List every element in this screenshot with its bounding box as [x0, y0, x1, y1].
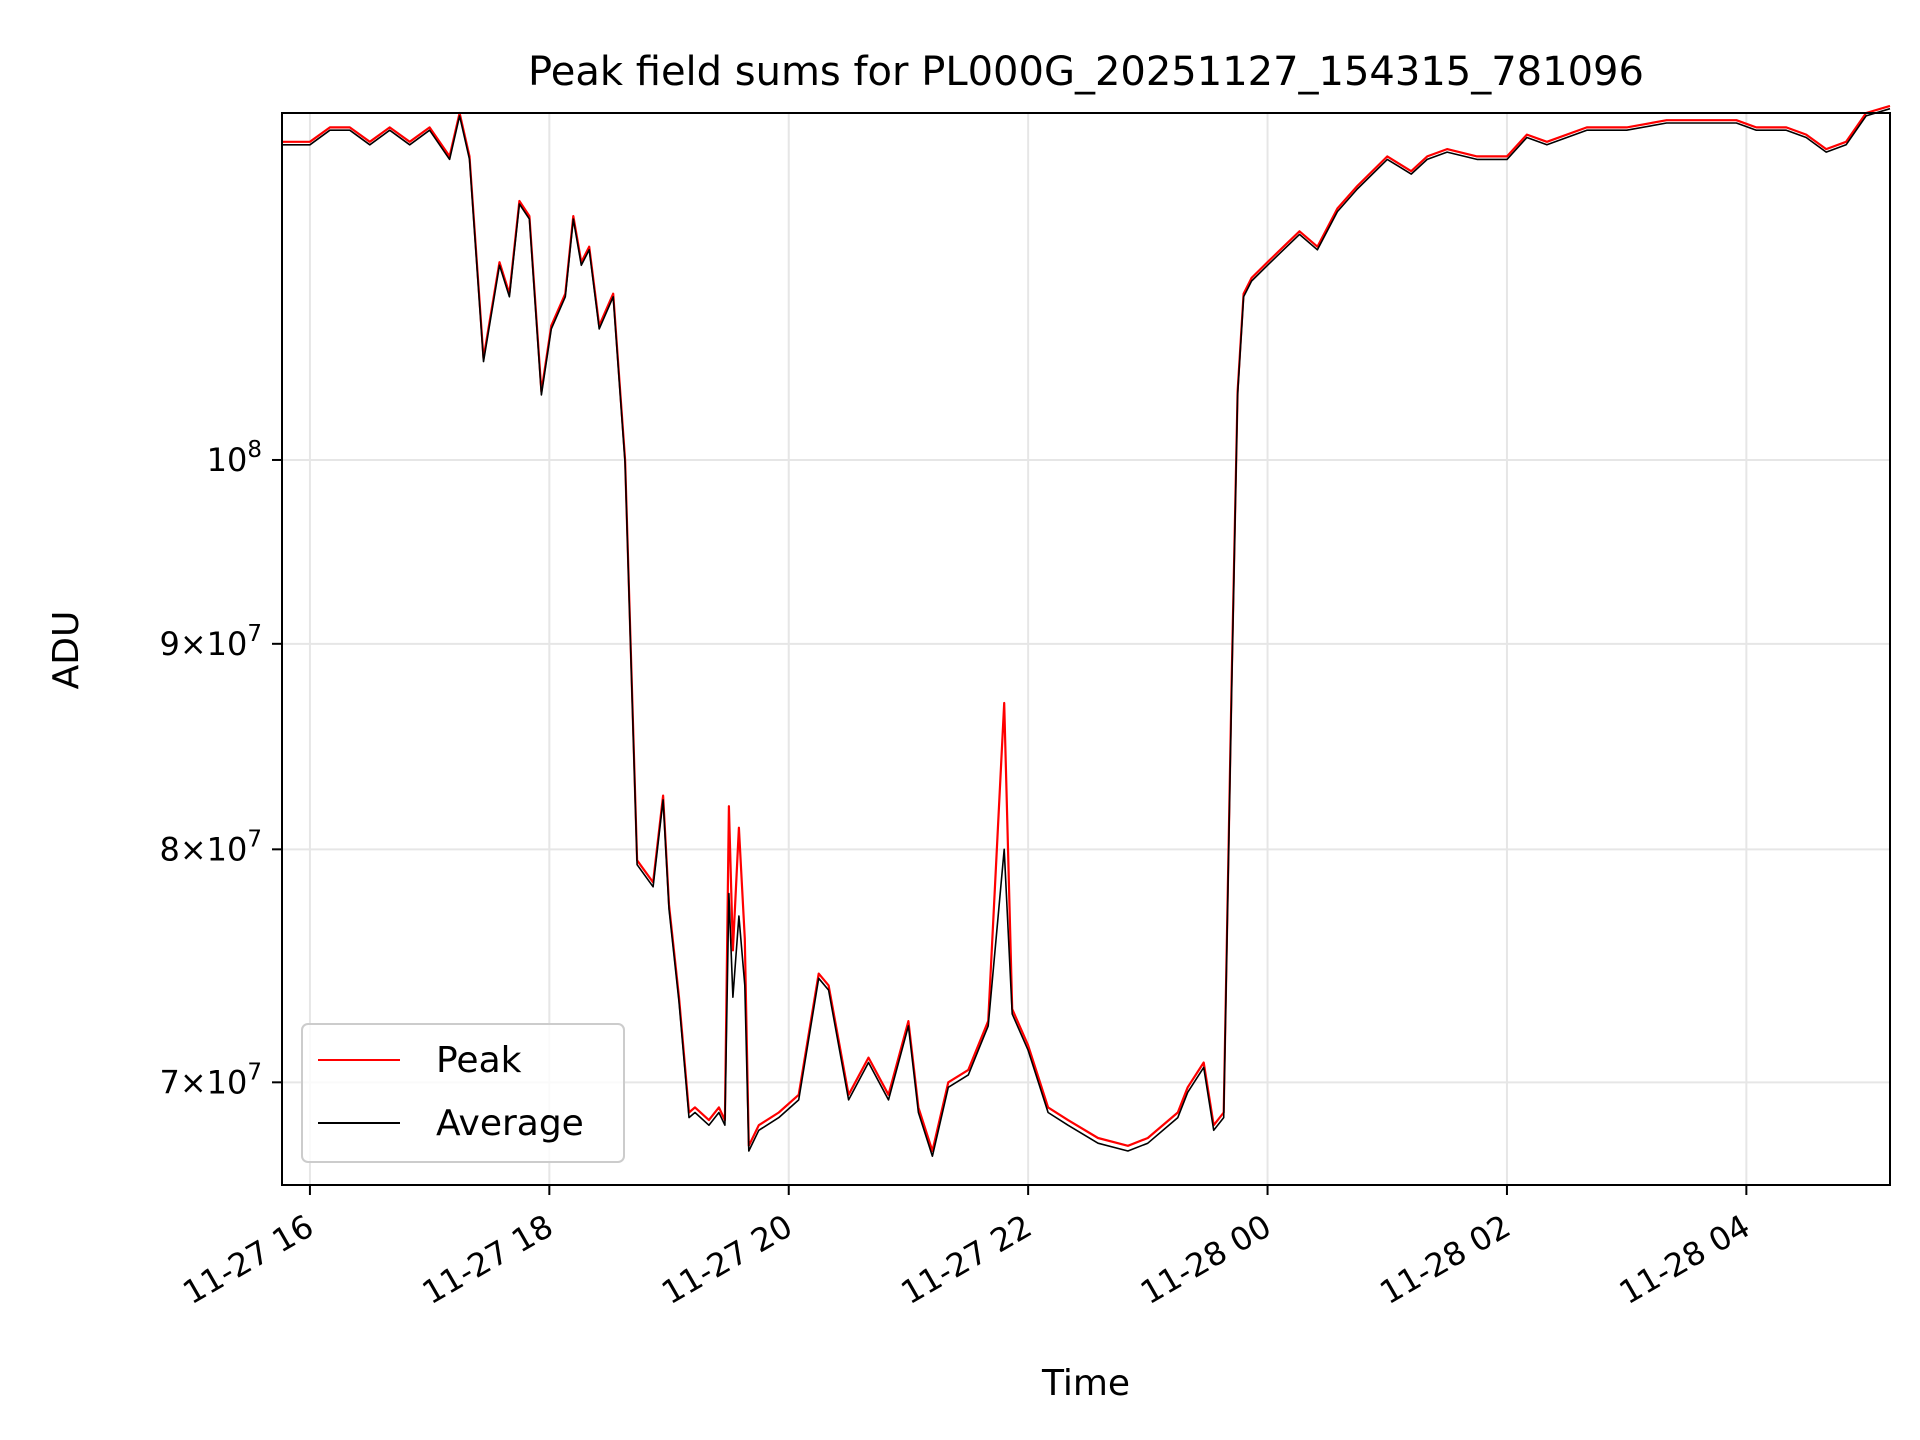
x-tick-label: 11-27 16 [176, 1207, 320, 1312]
x-tick-label: 11-27 20 [655, 1207, 799, 1312]
chart-title: Peak field sums for PL000G_20251127_1543… [528, 49, 1644, 95]
legend-box [301, 1023, 625, 1163]
legend-label-peak: Peak [436, 1040, 522, 1081]
series-layer [282, 104, 1891, 1157]
x-axis: 11-27 16 11-27 18 11-27 20 11-27 22 11-28 00… [176, 1185, 1756, 1312]
y-axis: 7×107 8×107 9×107 108 [159, 437, 282, 1101]
series-line-average [282, 107, 1891, 1157]
x-tick-label: 11-28 00 [1134, 1207, 1278, 1312]
plot-frame [281, 112, 1891, 1186]
y-tick-label: 108 [207, 437, 262, 479]
x-tick-label: 11-28 02 [1373, 1207, 1517, 1312]
legend-label-average: Average [436, 1103, 584, 1144]
y-tick-label: 8×107 [159, 826, 262, 868]
x-axis-label: Time [1041, 1363, 1130, 1404]
y-tick-label: 9×107 [159, 621, 262, 663]
legend: Peak Average [301, 1023, 625, 1163]
x-tick-label: 11-27 18 [416, 1207, 560, 1312]
x-tick-label: 11-27 22 [895, 1207, 1039, 1312]
y-tick-label: 7×107 [159, 1059, 262, 1101]
x-tick-label: 11-28 04 [1613, 1207, 1757, 1312]
y-axis-label: ADU [46, 611, 87, 690]
